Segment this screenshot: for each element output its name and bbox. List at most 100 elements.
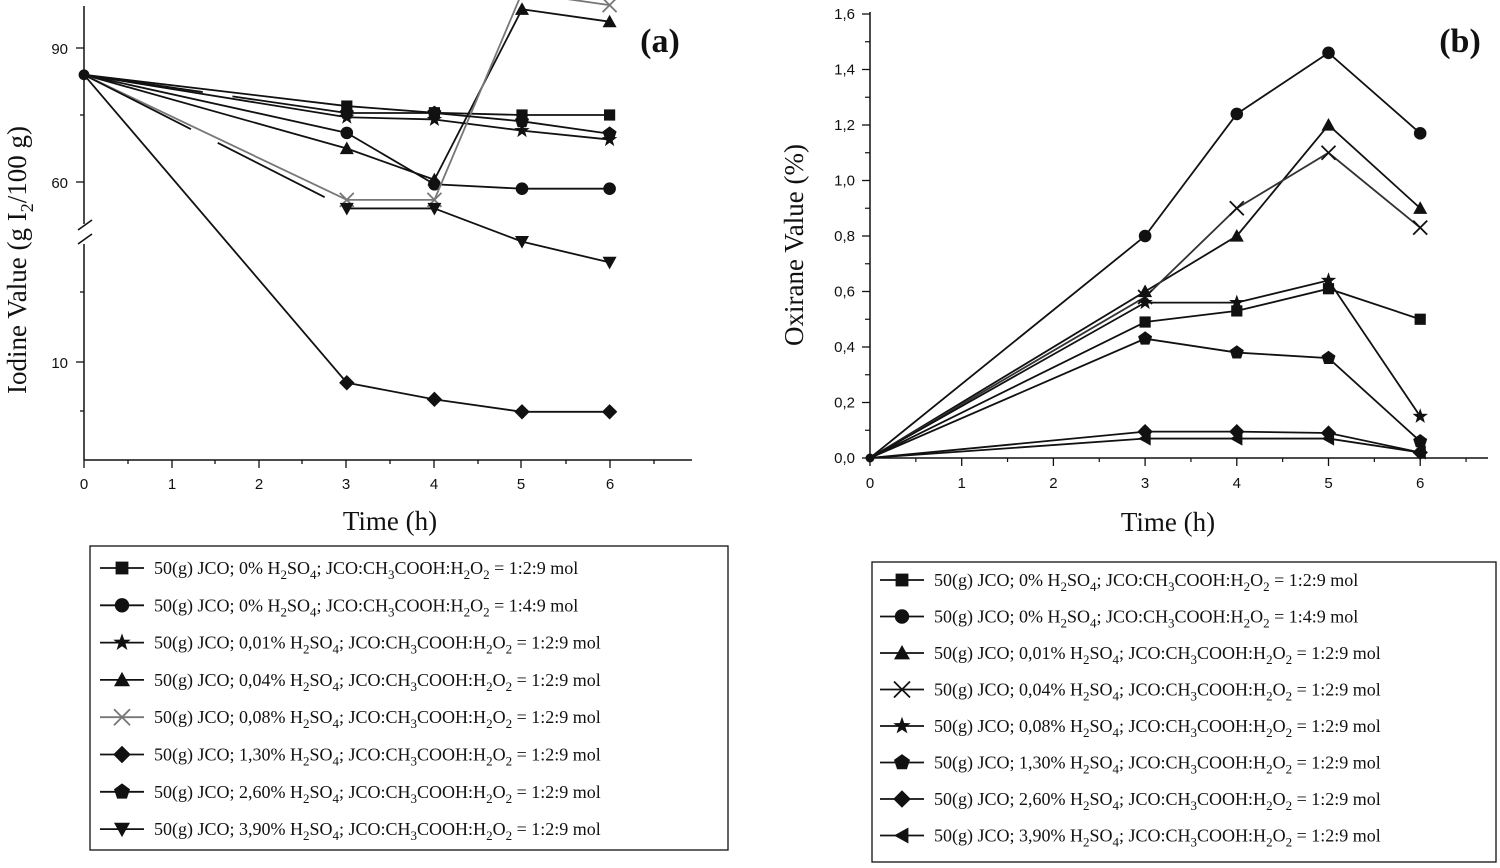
a-legend-label-2: 50(g) JCO; 0,01% H2SO4; JCO:CH3COOH:H2O2… bbox=[154, 633, 601, 657]
panel-a-series-1-segment-3 bbox=[434, 183, 523, 190]
panel-b-xtick-4: 4 bbox=[1233, 475, 1241, 492]
panel-a-series-0-point-4 bbox=[604, 109, 616, 121]
a-legend-label-6: 50(g) JCO; 2,60% H2SO4; JCO:CH3COOH:H2O2… bbox=[154, 782, 601, 806]
b-legend-label-0: 50(g) JCO; 0% H2SO4; JCO:CH3COOH:H2O2 = … bbox=[934, 570, 1358, 594]
a-legend-label-0: 50(g) JCO; 0% H2SO4; JCO:CH3COOH:H2O2 = … bbox=[154, 558, 578, 582]
panel-b-xtick-3: 3 bbox=[1141, 475, 1149, 492]
panel-a-legend: 50(g) JCO; 0% H2SO4; JCO:CH3COOH:H2O2 = … bbox=[100, 558, 601, 843]
panel-a-series-6-point-1 bbox=[339, 105, 354, 119]
panel-a-axis-break-mark bbox=[77, 219, 93, 245]
panel-b-series-5-point-4 bbox=[1413, 434, 1428, 448]
panel-b-xtick-0: 0 bbox=[866, 475, 874, 492]
a-legend-marker-1 bbox=[114, 598, 130, 613]
panel-b-ytick-5: 1,0 bbox=[834, 173, 855, 190]
panel-a-ytick-90: 90 bbox=[51, 41, 68, 58]
panel-b-series-4-point-1 bbox=[1137, 294, 1153, 310]
panel-b-series-2-point-3 bbox=[1321, 118, 1336, 131]
panel-a-y-axis-label: Iodine Value (g I2/100 g) bbox=[2, 126, 37, 394]
panel-a-xtick-3: 3 bbox=[342, 476, 350, 493]
panel-a-series-3-point-1 bbox=[339, 141, 354, 155]
panel-a-series-7-point-3 bbox=[515, 236, 529, 249]
panel-a-series-3-segment-4 bbox=[521, 8, 610, 23]
panel-a-series-4-segment-3 bbox=[433, 0, 520, 201]
panel-b-tag: (b) bbox=[1439, 23, 1481, 60]
panel-a-series-3-point-2 bbox=[427, 172, 442, 186]
panel-b-ytick-7: 1,4 bbox=[834, 62, 855, 79]
panel-a-series-3-point-4 bbox=[602, 14, 617, 28]
panel-a-x-axis-label: Time (h) bbox=[343, 506, 437, 536]
panel-b-series-0-point-2 bbox=[1231, 305, 1243, 317]
panel-b-ytick-4: 0,8 bbox=[834, 228, 855, 245]
panel-b-series-0-point-4 bbox=[1414, 313, 1426, 325]
panel-a-series-4-point-4 bbox=[601, 0, 618, 13]
panel-a-series-7-point-4 bbox=[602, 256, 617, 270]
panel-a-xtick-1: 1 bbox=[168, 476, 176, 493]
a-legend-label-7: 50(g) JCO; 3,90% H2SO4; JCO:CH3COOH:H2O2… bbox=[154, 819, 601, 843]
panel-b-y-axis-label: Oxirane Value (%) bbox=[779, 144, 809, 346]
panel-a-series-2-segment-4 bbox=[521, 129, 610, 141]
panel-b-series-7-point-1 bbox=[1138, 431, 1151, 446]
panel-b-series-4-point-3 bbox=[1320, 272, 1337, 287]
panel-b-series-7-point-2 bbox=[1229, 431, 1243, 446]
panel-a-xtick-0: 0 bbox=[80, 476, 88, 493]
panel-a-series-0-segment-3 bbox=[434, 111, 523, 116]
panel-a-y-ticks bbox=[76, 47, 84, 412]
panel-b-series-7-point-3 bbox=[1321, 431, 1335, 446]
panel-b-series-6-point-1 bbox=[1137, 423, 1153, 440]
b-legend-marker-5 bbox=[894, 754, 910, 770]
panel-a-series-1-point-3 bbox=[515, 182, 529, 196]
panel-a-tag: (a) bbox=[640, 23, 680, 60]
b-legend-marker-6 bbox=[893, 790, 911, 808]
panel-a-series-5-point-1 bbox=[339, 375, 355, 391]
panel-a-series-7-point-1 bbox=[339, 202, 354, 216]
panel-a-series-2-point-3 bbox=[514, 122, 530, 138]
a-legend-marker-7 bbox=[114, 822, 130, 838]
panel-a-series-1-point-1 bbox=[340, 126, 354, 140]
panel-a: 0 1 2 3 4 5 6 90 60 10 Time (h) Iodine V… bbox=[2, 0, 729, 851]
panel-b-xtick-2: 2 bbox=[1049, 475, 1057, 492]
panel-a-series-1-segment-2 bbox=[346, 132, 435, 186]
panel-b-xtick-5: 5 bbox=[1324, 475, 1332, 492]
panel-a-series-7-segment-4 bbox=[521, 240, 610, 264]
panel-b-series-3-point-4 bbox=[1412, 220, 1428, 236]
panel-b-legend-box bbox=[871, 561, 1497, 863]
a-legend-marker-6 bbox=[114, 783, 130, 799]
panel-b-xtick-6: 6 bbox=[1416, 475, 1424, 492]
panel-b-series-7-point-4 bbox=[1413, 445, 1426, 460]
panel-a-series-5-segment-2 bbox=[346, 381, 435, 401]
panel-b-series-1-line bbox=[869, 51, 1421, 459]
panel-a-series-2-segment-2 bbox=[346, 116, 435, 121]
panel-a-series-0-segment-2 bbox=[346, 105, 435, 114]
a-legend-marker-5 bbox=[113, 745, 131, 764]
panel-a-series-6-segment-1 bbox=[83, 73, 347, 114]
panel-a-start-point bbox=[78, 69, 90, 81]
panel-b-series-5-point-3 bbox=[1321, 350, 1336, 364]
panel-a-series-5-point-2 bbox=[426, 391, 443, 408]
panel-b-series-4-point-2 bbox=[1229, 294, 1245, 310]
b-legend-marker-3 bbox=[893, 680, 911, 699]
panel-a-x-ticks bbox=[83, 460, 655, 468]
panel-b-x-axis-label: Time (h) bbox=[1121, 507, 1215, 537]
panel-b-series-2-point-4 bbox=[1413, 201, 1428, 214]
panel-a-series-1-point-4 bbox=[603, 182, 616, 196]
panel-a-series-1-segment-1 bbox=[83, 73, 347, 134]
panel-a-series-6-point-4 bbox=[602, 126, 617, 140]
a-legend-marker-2 bbox=[113, 633, 131, 650]
b-legend-label-1: 50(g) JCO; 0% H2SO4; JCO:CH3COOH:H2O2 = … bbox=[934, 607, 1358, 631]
panel-a-series-7-segment-3 bbox=[434, 207, 523, 243]
panel-b-ytick-8: 1,6 bbox=[834, 6, 855, 23]
b-legend-label-3: 50(g) JCO; 0,04% H2SO4; JCO:CH3COOH:H2O2… bbox=[934, 680, 1381, 704]
panel-b-series-2-point-2 bbox=[1229, 229, 1244, 242]
panel-b-series-0-point-3 bbox=[1322, 283, 1335, 295]
panel-a-series-2-segment-3 bbox=[434, 118, 523, 132]
panel-a-xtick-4: 4 bbox=[430, 476, 438, 493]
panel-a-series-5-segment-3 bbox=[434, 398, 523, 413]
panel-b-start-point bbox=[865, 453, 875, 463]
panel-b-ytick-0: 0,0 bbox=[834, 450, 855, 467]
b-legend-label-7: 50(g) JCO; 3,90% H2SO4; JCO:CH3COOH:H2O2… bbox=[934, 826, 1381, 850]
panel-b-series-1-point-4 bbox=[1413, 127, 1427, 140]
panel-b-ticks: 0 1 2 3 4 5 6 0,0 0,2 0,4 0,6 0,8 1,0 1,2 1,4 1,6 bbox=[834, 6, 1467, 492]
panel-b-ytick-1: 0,2 bbox=[834, 395, 855, 412]
panel-a-series-5-segment-1 bbox=[83, 74, 348, 384]
